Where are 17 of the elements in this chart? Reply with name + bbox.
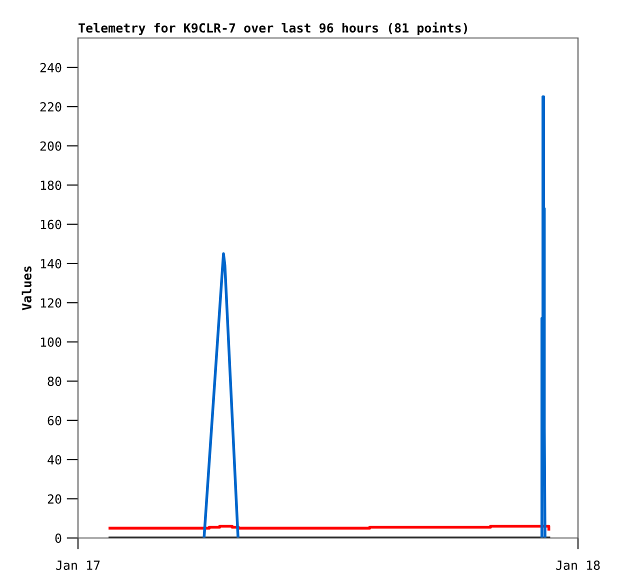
y-tick-label: 140 (40, 258, 62, 268)
y-tick-label: 160 (40, 220, 62, 230)
y-tick-label: 60 (48, 416, 62, 426)
y-axis-title: Values (22, 266, 32, 310)
y-tick-label: 20 (48, 494, 62, 504)
y-tick-label: 80 (48, 376, 62, 386)
x-tick-label: Jan 17 (56, 560, 100, 570)
y-tick-label: 40 (48, 455, 62, 465)
y-tick-label: 220 (40, 102, 62, 112)
x-tick-label: Jan 18 (556, 560, 600, 570)
y-tick-label: 200 (40, 141, 62, 151)
y-tick-label: 180 (40, 180, 62, 190)
y-tick-label: 0 (55, 534, 62, 543)
chart-title: Telemetry for K9CLR-7 over last 96 hours (81 points) (78, 22, 467, 36)
y-tick-label: 120 (40, 298, 62, 308)
y-tick-label: 100 (40, 337, 62, 347)
y-tick-label: 240 (40, 62, 62, 72)
